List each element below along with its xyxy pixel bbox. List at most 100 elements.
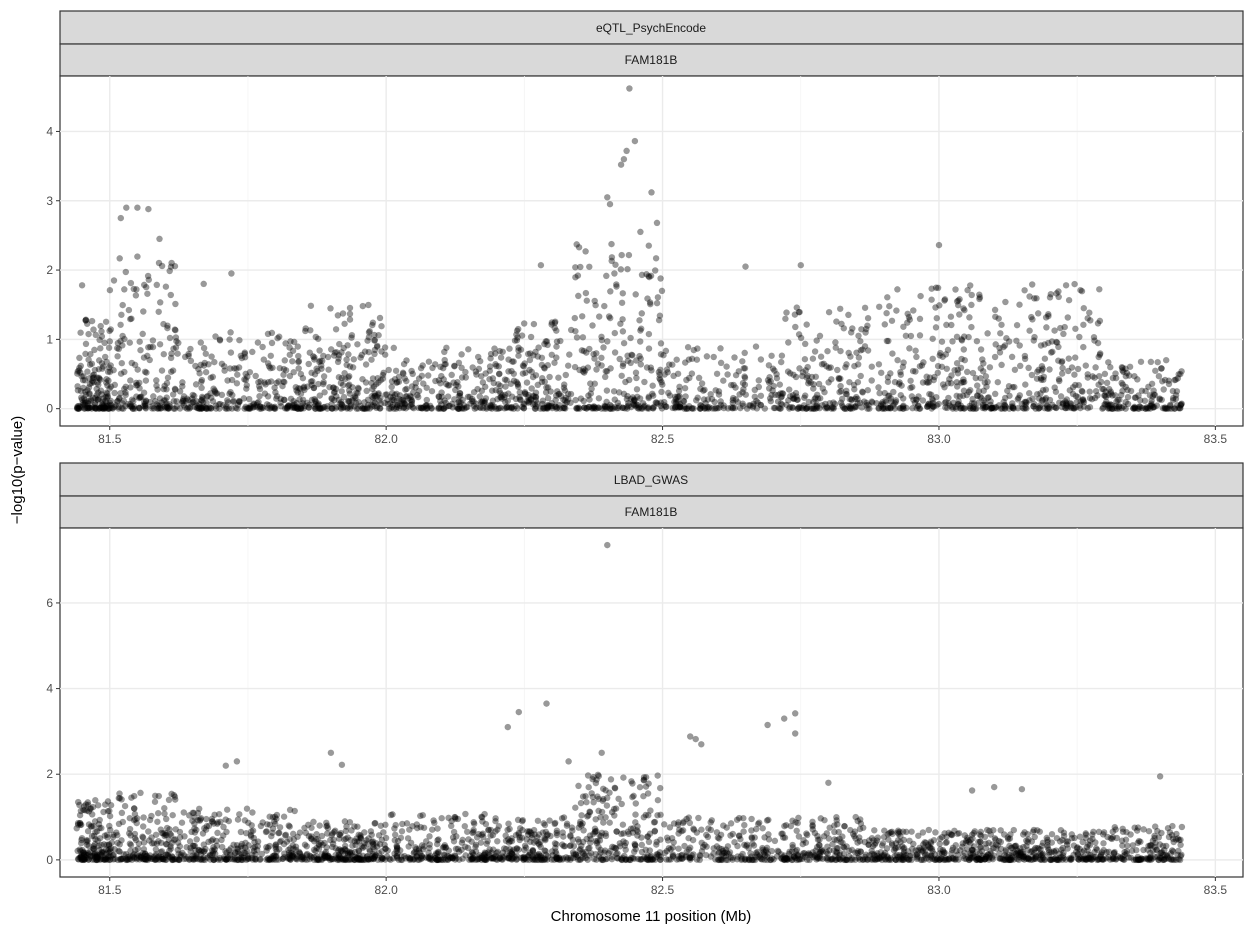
data-point	[521, 855, 529, 862]
data-point	[474, 353, 482, 361]
data-point	[603, 272, 610, 280]
data-point	[1060, 330, 1067, 338]
data-point	[530, 839, 538, 846]
data-point	[852, 403, 860, 411]
data-point	[294, 389, 302, 396]
data-point	[838, 395, 846, 403]
data-point	[144, 343, 152, 351]
data-point	[817, 353, 825, 361]
data-point	[763, 817, 771, 824]
data-point	[155, 308, 162, 316]
data-point	[404, 835, 412, 842]
data-point	[227, 329, 234, 336]
data-point	[196, 369, 203, 377]
data-point	[560, 814, 568, 821]
data-point	[230, 365, 238, 372]
data-point	[956, 311, 963, 318]
data-point	[230, 841, 237, 849]
data-point	[594, 793, 601, 800]
data-point	[260, 356, 268, 363]
data-point	[220, 362, 228, 370]
x-tick-label: 81.5	[98, 432, 122, 446]
data-point	[912, 347, 919, 355]
data-point	[279, 855, 287, 862]
data-point	[103, 389, 110, 397]
data-point	[626, 85, 633, 92]
data-point	[644, 833, 652, 840]
data-point	[840, 850, 848, 858]
data-point	[674, 821, 682, 829]
data-point	[741, 373, 748, 380]
data-point	[1172, 395, 1180, 403]
data-point	[289, 401, 296, 409]
data-point	[454, 845, 462, 853]
data-point	[640, 777, 648, 784]
data-point	[1025, 364, 1032, 372]
data-point	[120, 397, 128, 405]
data-point	[759, 846, 767, 854]
data-point	[286, 402, 294, 410]
data-point	[881, 321, 889, 328]
data-point	[273, 379, 281, 387]
data-point	[769, 365, 777, 373]
data-point	[205, 360, 212, 368]
data-point	[966, 282, 974, 289]
data-point	[1107, 390, 1115, 397]
data-point	[81, 399, 89, 407]
data-point	[514, 325, 522, 333]
data-point	[897, 371, 905, 379]
data-point	[943, 838, 951, 846]
data-point	[114, 352, 121, 360]
data-point	[321, 388, 328, 396]
data-point	[294, 343, 302, 350]
data-point	[312, 333, 320, 341]
data-point	[395, 378, 403, 386]
data-point	[748, 834, 756, 841]
data-point	[85, 404, 93, 412]
data-point	[720, 822, 727, 829]
data-point	[857, 337, 864, 345]
data-point	[142, 377, 150, 384]
data-point	[1086, 394, 1094, 402]
data-point	[152, 397, 159, 405]
data-point	[237, 842, 245, 850]
data-point	[236, 398, 243, 405]
data-point	[469, 364, 477, 371]
data-point	[346, 316, 354, 323]
data-point	[891, 399, 898, 407]
data-point	[197, 378, 205, 386]
data-point	[116, 394, 123, 402]
data-point	[98, 333, 106, 340]
data-point	[935, 241, 943, 249]
data-point	[148, 402, 156, 410]
data-point	[638, 271, 646, 279]
data-point	[833, 817, 841, 824]
data-point	[929, 335, 937, 343]
data-point	[284, 403, 292, 410]
data-point	[179, 379, 186, 386]
data-point	[906, 345, 913, 352]
data-point	[255, 378, 262, 386]
data-point	[409, 403, 416, 411]
data-point	[859, 388, 866, 396]
data-point	[141, 402, 149, 410]
data-point	[936, 856, 944, 864]
data-point	[233, 371, 241, 379]
data-point	[128, 315, 135, 323]
data-point	[128, 402, 135, 410]
data-point	[820, 833, 828, 840]
data-point	[930, 376, 938, 384]
data-point	[660, 821, 668, 828]
data-point	[235, 398, 243, 406]
data-point	[211, 811, 218, 819]
data-point	[98, 328, 105, 335]
data-point	[164, 374, 172, 382]
data-point	[182, 397, 190, 405]
data-point	[106, 338, 114, 345]
data-point	[619, 315, 626, 323]
data-point	[198, 405, 206, 412]
data-point	[185, 352, 192, 360]
data-point	[741, 381, 749, 389]
data-point	[94, 379, 101, 386]
data-point	[92, 394, 99, 402]
